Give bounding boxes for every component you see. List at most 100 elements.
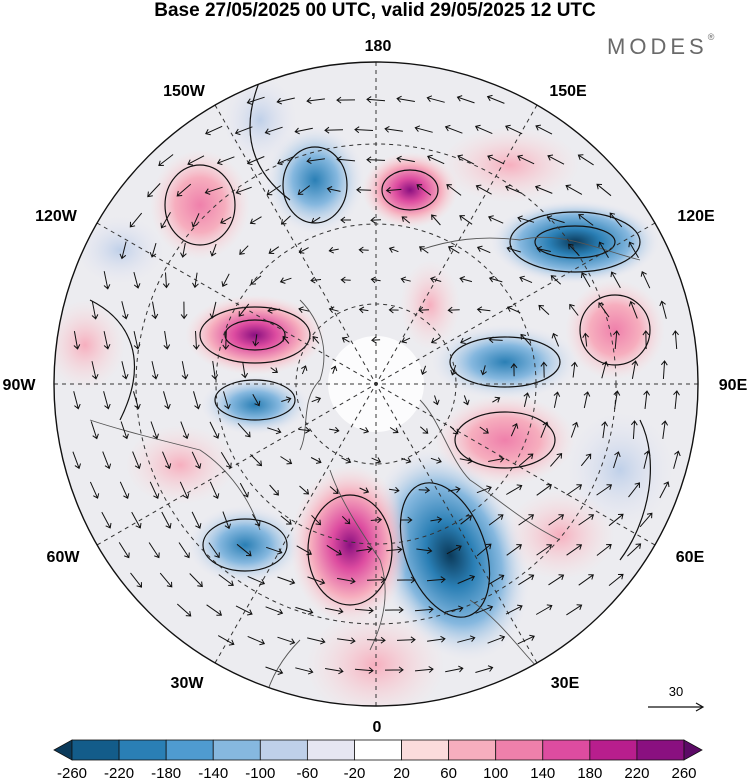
wind-arrow — [252, 334, 260, 347]
wind-arrow — [660, 360, 668, 380]
wind-arrow — [427, 635, 446, 643]
wind-arrow — [246, 96, 265, 105]
vector-scale-label: 30 — [669, 684, 683, 699]
wind-arrow — [480, 365, 487, 376]
wind-arrow — [389, 427, 399, 434]
wind-arrow — [311, 396, 322, 403]
wind-arrow — [396, 155, 415, 163]
colorbar-extend-high — [683, 739, 703, 761]
wind-arrow — [596, 183, 612, 197]
wind-arrow — [326, 186, 341, 193]
wind-arrow — [492, 396, 501, 403]
wind-arrow — [535, 124, 553, 135]
wind-arrow — [474, 124, 493, 135]
colorbar-swatch — [118, 739, 167, 761]
wind-arrow — [566, 484, 583, 496]
lon-label-30e: 30E — [551, 675, 580, 692]
coastlines — [89, 236, 641, 701]
wind-arrow — [151, 301, 159, 320]
wind-arrow — [132, 451, 142, 470]
wind-arrow — [189, 573, 203, 588]
wind-arrow — [578, 214, 594, 226]
wind-arrow — [103, 391, 111, 410]
wind-arrow — [193, 391, 201, 410]
wind-arrow — [578, 574, 594, 586]
lon-label-150e: 150E — [549, 83, 587, 100]
wind-arrow — [577, 154, 594, 166]
wind-arrow — [628, 241, 639, 259]
wind-arrow — [553, 391, 561, 408]
wind-arrow — [457, 154, 475, 165]
wind-arrow — [180, 242, 187, 258]
wind-arrow — [294, 127, 313, 135]
anomaly-neg-w-canada — [75, 215, 165, 285]
wind-arrow — [329, 486, 339, 495]
wind-arrow — [540, 361, 548, 378]
wind-arrow — [277, 636, 296, 645]
wind-arrow — [566, 544, 583, 556]
wind-arrow — [371, 457, 382, 464]
wind-arrow — [608, 573, 624, 586]
wind-arrow — [103, 331, 111, 350]
anomaly-pos-greenland — [290, 465, 410, 625]
wind-arrow — [336, 96, 356, 104]
wind-arrow — [487, 634, 506, 644]
colorbar: -260 -220 -180 -140 -100 -60 -20 20 60 100 140 180 2… — [53, 739, 703, 782]
wind-arrow — [101, 511, 112, 529]
lon-label-180: 180 — [365, 38, 392, 55]
wind-arrow — [236, 543, 252, 557]
wind-arrow — [280, 215, 291, 225]
anomaly-neg-siberia — [430, 324, 580, 400]
wind-arrow — [267, 427, 282, 435]
wind-arrow — [551, 332, 560, 347]
wind-arrow — [180, 301, 188, 320]
wind-arrow — [277, 576, 296, 585]
wind-arrow — [192, 330, 200, 350]
wind-arrow — [158, 154, 174, 167]
wind-arrow — [162, 451, 172, 470]
wind-arrow — [180, 421, 190, 440]
colorbar-tick-label: -60 — [297, 765, 319, 782]
wind-arrow — [131, 511, 142, 529]
wind-arrow — [148, 542, 160, 559]
map-title: Base 27/05/2025 00 UTC, valid 29/05/2025… — [154, 0, 596, 21]
wind-arrow — [519, 275, 533, 284]
modes-logo: MODES® — [607, 32, 714, 60]
wind-arrow — [570, 421, 579, 438]
wind-arrow — [371, 336, 381, 344]
wind-arrow — [118, 542, 130, 559]
wind-arrow — [161, 511, 172, 529]
wind-arrow — [419, 246, 429, 254]
wind-arrow — [534, 184, 553, 194]
wind-arrow — [426, 95, 445, 103]
wind-arrow — [445, 605, 464, 613]
wind-arrow — [486, 94, 505, 104]
wind-arrow — [536, 544, 553, 556]
wind-arrow — [266, 185, 281, 196]
wind-arrow — [447, 306, 460, 314]
wind-arrow — [414, 666, 434, 673]
wind-arrow — [389, 486, 400, 494]
wind-arrow — [270, 367, 278, 373]
wind-arrow — [276, 97, 295, 105]
anomaly-neg-pacific — [222, 75, 298, 165]
wind-arrow — [121, 361, 129, 380]
wind-arrow — [160, 211, 171, 229]
colorbar-tick-label: -100 — [245, 765, 275, 782]
colorbar-swatch — [71, 739, 120, 761]
wind-arrow — [446, 544, 462, 555]
wind-arrow — [325, 607, 344, 615]
wind-arrow — [324, 126, 344, 134]
wind-arrow — [298, 306, 310, 314]
wind-arrow — [191, 213, 200, 228]
wind-arrow — [159, 572, 173, 588]
wind-arrow — [488, 215, 504, 224]
lon-label-120e: 120E — [677, 208, 715, 225]
wind-arrow — [150, 421, 159, 440]
wind-arrow — [221, 273, 230, 287]
wind-arrow — [298, 247, 309, 254]
colorbar-swatch — [636, 739, 685, 761]
colorbar-swatch — [495, 739, 544, 761]
vector-scale-arrow — [648, 702, 705, 712]
wind-arrow — [448, 486, 461, 493]
